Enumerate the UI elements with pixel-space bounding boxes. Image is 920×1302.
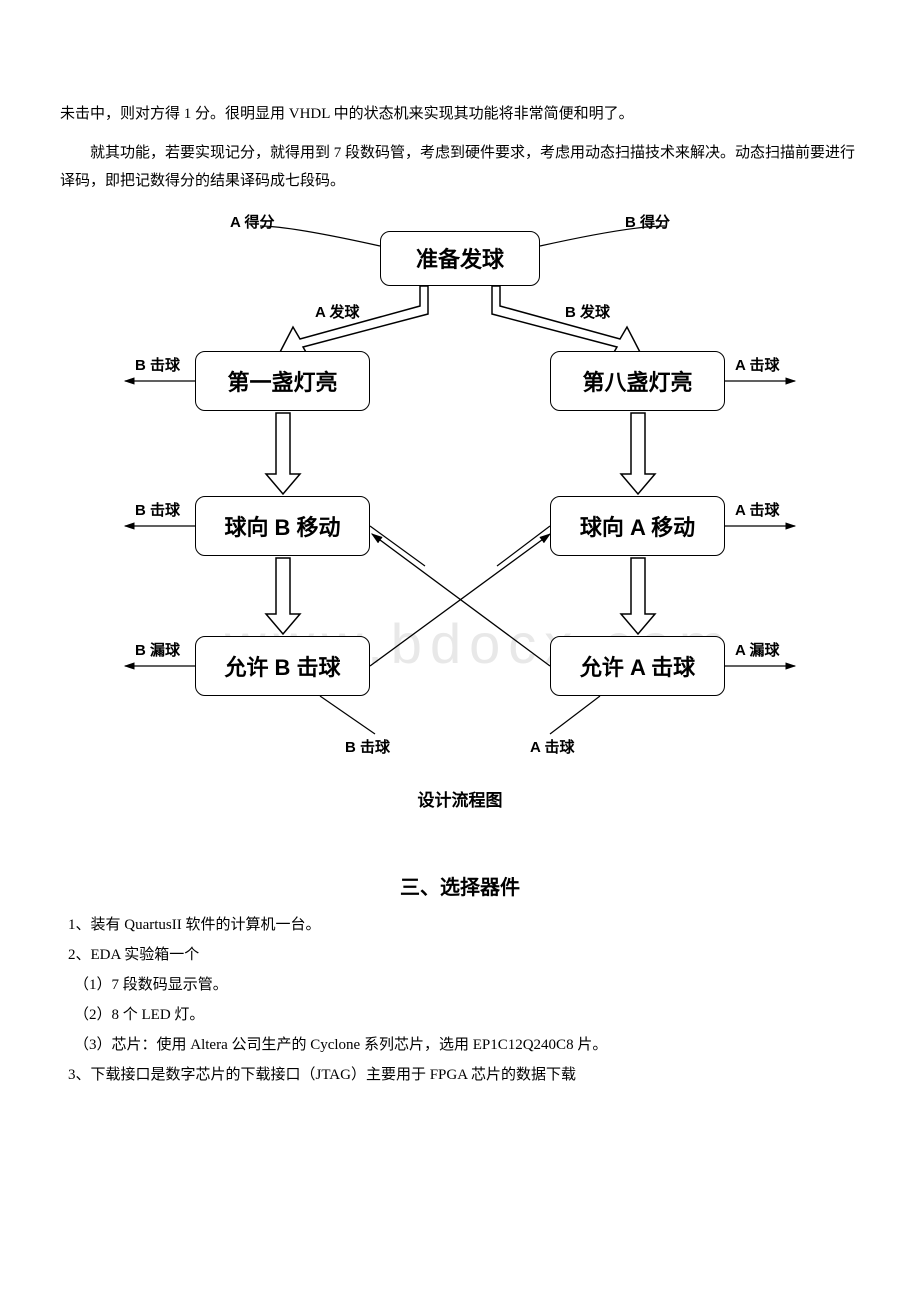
label-a-score: A 得分 bbox=[230, 211, 274, 232]
list-item: 3、下载接口是数字芯片的下载接口（JTAG）主要用于 FPGA 芯片的数据下载 bbox=[68, 1060, 860, 1090]
section-3-title: 三、选择器件 bbox=[60, 871, 860, 900]
label-b-miss: B 漏球 bbox=[135, 639, 180, 660]
label-b-score: B 得分 bbox=[625, 211, 670, 232]
node-r1: 第八盏灯亮 bbox=[550, 351, 725, 411]
node-l3: 允许 B 击球 bbox=[195, 636, 370, 696]
sub-item: （1）7 段数码显示管。 bbox=[74, 970, 860, 1000]
label-b-serve: B 发球 bbox=[565, 301, 610, 322]
paragraph-2: 就其功能，若要实现记分，就得用到 7 段数码管，考虑到硬件要求，考虑用动态扫描技… bbox=[60, 139, 860, 196]
label-a-hit-bot: A 击球 bbox=[530, 736, 574, 757]
node-r2: 球向 A 移动 bbox=[550, 496, 725, 556]
paragraph-1: 未击中，则对方得 1 分。很明显用 VHDL 中的状态机来实现其功能将非常简便和… bbox=[60, 100, 860, 129]
list-item: 1、装有 QuartusII 软件的计算机一台。 bbox=[68, 910, 860, 940]
sub-item: （3）芯片：使用 Altera 公司生产的 Cyclone 系列芯片，选用 EP… bbox=[74, 1030, 860, 1060]
list-item: 2、EDA 实验箱一个 bbox=[68, 940, 860, 970]
label-b-hit-l2: B 击球 bbox=[135, 499, 180, 520]
diagram-title: 设计流程图 bbox=[60, 786, 860, 811]
sub-item: （2）8 个 LED 灯。 bbox=[74, 1000, 860, 1030]
label-b-hit-l1: B 击球 bbox=[135, 354, 180, 375]
flowchart: www.bdocx.com bbox=[120, 206, 800, 776]
node-r3: 允许 A 击球 bbox=[550, 636, 725, 696]
node-l1: 第一盏灯亮 bbox=[195, 351, 370, 411]
node-l2: 球向 B 移动 bbox=[195, 496, 370, 556]
label-a-hit-r1: A 击球 bbox=[735, 354, 779, 375]
label-a-miss: A 漏球 bbox=[735, 639, 779, 660]
label-a-hit-r2: A 击球 bbox=[735, 499, 779, 520]
label-b-hit-bot: B 击球 bbox=[345, 736, 390, 757]
label-a-serve: A 发球 bbox=[315, 301, 359, 322]
node-ready: 准备发球 bbox=[380, 231, 540, 286]
